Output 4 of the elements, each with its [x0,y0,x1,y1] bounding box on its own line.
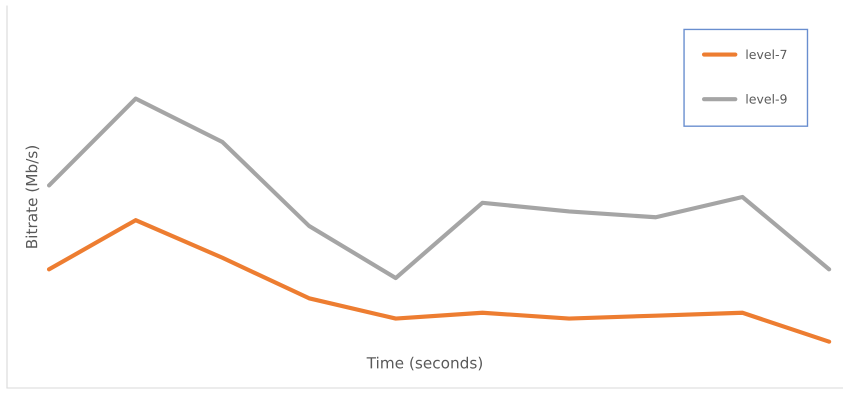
legend-label: level-9 [746,94,787,104]
legend-label: level-7 [746,49,786,60]
y-axis-title: Bitrate (Mb/s) [26,146,40,248]
x-axis-title: Time (seconds) [366,356,482,370]
